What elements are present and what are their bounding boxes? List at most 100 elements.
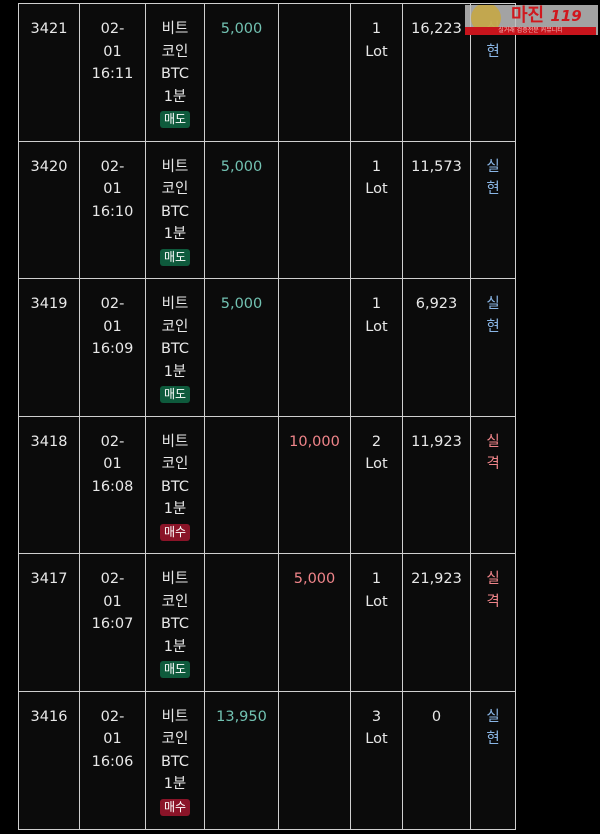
profit-cell bbox=[204, 553, 279, 692]
lots-cell: 1 Lot bbox=[350, 3, 403, 142]
datetime-cell: 02- 01 16:08 bbox=[79, 415, 146, 555]
balance-cell: 16,223 bbox=[402, 3, 471, 142]
lots-cell: 1 Lot bbox=[350, 140, 403, 280]
id: 3416 bbox=[30, 708, 68, 725]
item1: 비트 bbox=[161, 158, 189, 175]
time: 16:06 bbox=[91, 753, 134, 770]
balance-cell: 6,923 bbox=[402, 278, 471, 417]
item-cell: 비트 코인 BTC 1분 매수 bbox=[145, 415, 205, 555]
status2: 격 bbox=[486, 593, 500, 610]
item3: BTC bbox=[160, 616, 190, 633]
id: 3419 bbox=[30, 296, 68, 313]
item4: 1분 bbox=[163, 776, 187, 793]
table-row: 3418 02- 01 16:08 비트 코인 BTC 1분 매수 10,000 2 Lot 11,92… bbox=[18, 415, 516, 555]
item4: 1분 bbox=[163, 226, 187, 243]
item3: BTC bbox=[160, 753, 190, 770]
item4: 1분 bbox=[163, 638, 187, 655]
table-row: 3416 02- 01 16:06 비트 코인 BTC 1분 매수 13,950 3 Lot 0 실 현 bbox=[18, 690, 516, 830]
item2: 코인 bbox=[161, 593, 189, 610]
id-cell: 3421 bbox=[18, 3, 80, 142]
status2: 현 bbox=[486, 181, 500, 198]
logo-name: 마진 119 bbox=[511, 5, 582, 26]
item-cell: 비트 코인 BTC 1분 매도 bbox=[145, 140, 205, 280]
balance: 6,923 bbox=[415, 296, 458, 313]
lot-unit: Lot bbox=[365, 731, 388, 748]
balance: 11,923 bbox=[411, 433, 462, 450]
side-badge: 매도 bbox=[159, 661, 191, 679]
item3: BTC bbox=[160, 341, 190, 358]
id: 3421 bbox=[30, 21, 68, 37]
loss-cell bbox=[278, 278, 351, 417]
lot-unit: Lot bbox=[365, 181, 388, 198]
profit-cell: 5,000 bbox=[204, 278, 279, 417]
side-badge: 매도 bbox=[159, 386, 191, 404]
day: 01 bbox=[103, 181, 122, 198]
lots: 3 bbox=[371, 708, 382, 725]
datetime-cell: 02- 01 16:10 bbox=[79, 140, 146, 280]
item1: 비트 bbox=[161, 708, 189, 725]
date: 02- bbox=[100, 708, 125, 725]
id: 3420 bbox=[30, 158, 68, 175]
lot-unit: Lot bbox=[365, 593, 388, 610]
day: 01 bbox=[103, 593, 122, 610]
status1: 실 bbox=[486, 433, 500, 450]
status2: 현 bbox=[486, 731, 500, 748]
time: 16:11 bbox=[91, 66, 134, 82]
lots: 2 bbox=[371, 433, 382, 450]
id-cell: 3418 bbox=[18, 415, 80, 555]
status2: 격 bbox=[486, 456, 500, 473]
side-badge: 매수 bbox=[159, 798, 191, 816]
lots: 1 bbox=[371, 296, 382, 313]
loss-cell: 5,000 bbox=[278, 553, 351, 692]
date: 02- bbox=[100, 296, 125, 313]
date: 02- bbox=[100, 433, 125, 450]
balance: 16,223 bbox=[411, 21, 462, 37]
id: 3417 bbox=[30, 571, 68, 588]
item3: BTC bbox=[160, 203, 190, 220]
lots: 1 bbox=[371, 21, 382, 37]
item-cell: 비트 코인 BTC 1분 매도 bbox=[145, 3, 205, 142]
datetime-cell: 02- 01 16:11 bbox=[79, 3, 146, 142]
balance-cell: 21,923 bbox=[402, 553, 471, 692]
lot-unit: Lot bbox=[365, 318, 388, 335]
item1: 비트 bbox=[161, 21, 189, 37]
item3: BTC bbox=[160, 478, 190, 495]
lots-cell: 2 Lot bbox=[350, 415, 403, 555]
item2: 코인 bbox=[161, 731, 189, 748]
profit: 5,000 bbox=[220, 158, 263, 175]
profit: 5,000 bbox=[220, 296, 263, 313]
time: 16:09 bbox=[91, 341, 134, 358]
datetime-cell: 02- 01 16:06 bbox=[79, 690, 146, 830]
time: 16:07 bbox=[91, 616, 134, 633]
balance-cell: 0 bbox=[402, 690, 471, 830]
side-badge: 매도 bbox=[159, 248, 191, 266]
balance: 0 bbox=[431, 708, 442, 725]
item3: BTC bbox=[160, 66, 190, 82]
logo-tagline: 실거래 검증전문 커뮤니티 bbox=[465, 27, 596, 35]
item-cell: 비트 코인 BTC 1분 매도 bbox=[145, 278, 205, 417]
date: 02- bbox=[100, 158, 125, 175]
item2: 코인 bbox=[161, 456, 189, 473]
side-badge: 매수 bbox=[159, 523, 191, 541]
item1: 비트 bbox=[161, 296, 189, 313]
day: 01 bbox=[103, 43, 122, 60]
loss-cell: 10,000 bbox=[278, 415, 351, 555]
profit-cell: 5,000 bbox=[204, 3, 279, 142]
loss-cell bbox=[278, 3, 351, 142]
item1: 비트 bbox=[161, 433, 189, 450]
status1: 실 bbox=[486, 296, 500, 313]
balance-cell: 11,923 bbox=[402, 415, 471, 555]
day: 01 bbox=[103, 731, 122, 748]
balance: 21,923 bbox=[411, 571, 462, 588]
lots-cell: 1 Lot bbox=[350, 553, 403, 692]
table-row: 3421 02- 01 16:11 비트 코인 BTC 1분 매도 5,000 1 Lot 16,223… bbox=[18, 3, 516, 142]
loss: 10,000 bbox=[289, 433, 340, 450]
day: 01 bbox=[103, 318, 122, 335]
status1: 실 bbox=[486, 708, 500, 725]
lot-unit: Lot bbox=[365, 43, 388, 60]
watermark-logo: 마진 119 실거래 검증전문 커뮤니티 bbox=[465, 5, 598, 35]
time: 16:10 bbox=[91, 203, 134, 220]
